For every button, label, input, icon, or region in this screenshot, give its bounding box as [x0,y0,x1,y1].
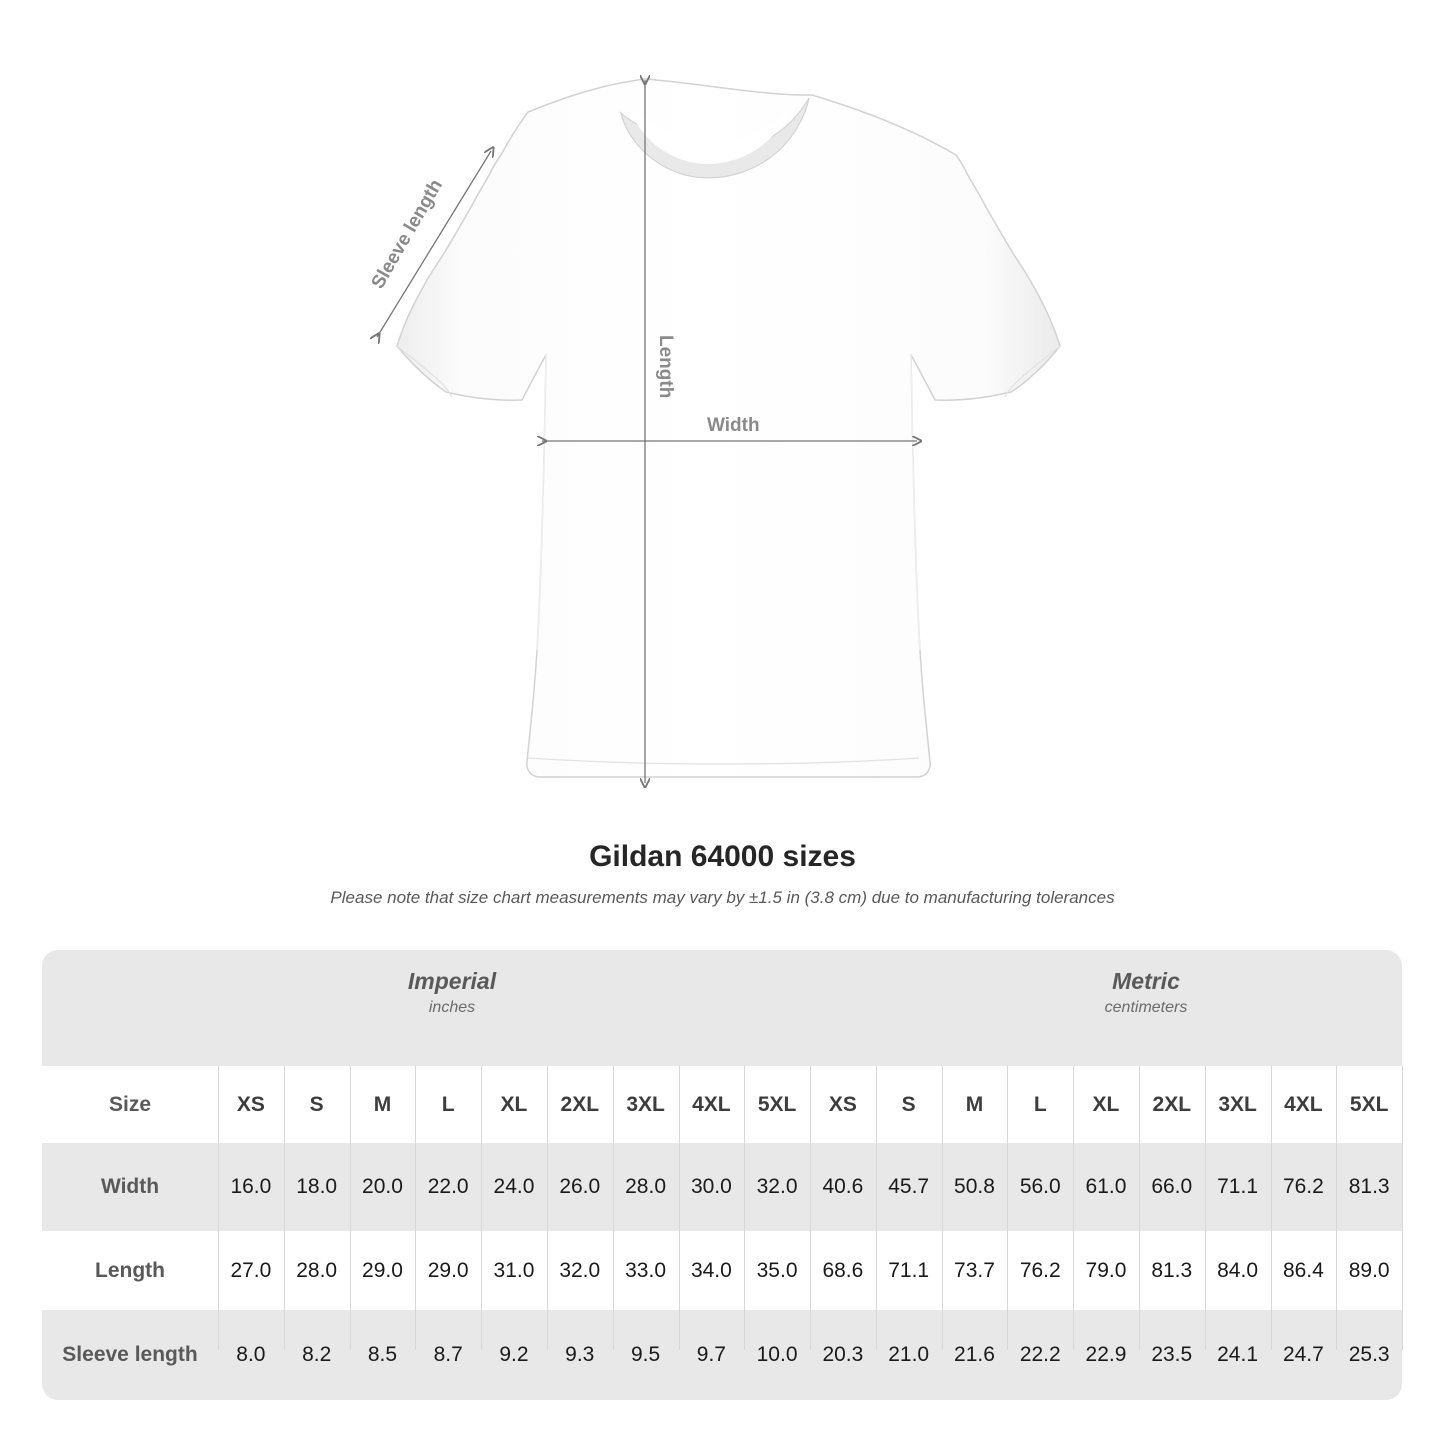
svg-text:Length: Length [655,335,676,398]
svg-text:Sleeve length: Sleeve length [368,176,447,293]
svg-text:Width: Width [707,415,760,436]
